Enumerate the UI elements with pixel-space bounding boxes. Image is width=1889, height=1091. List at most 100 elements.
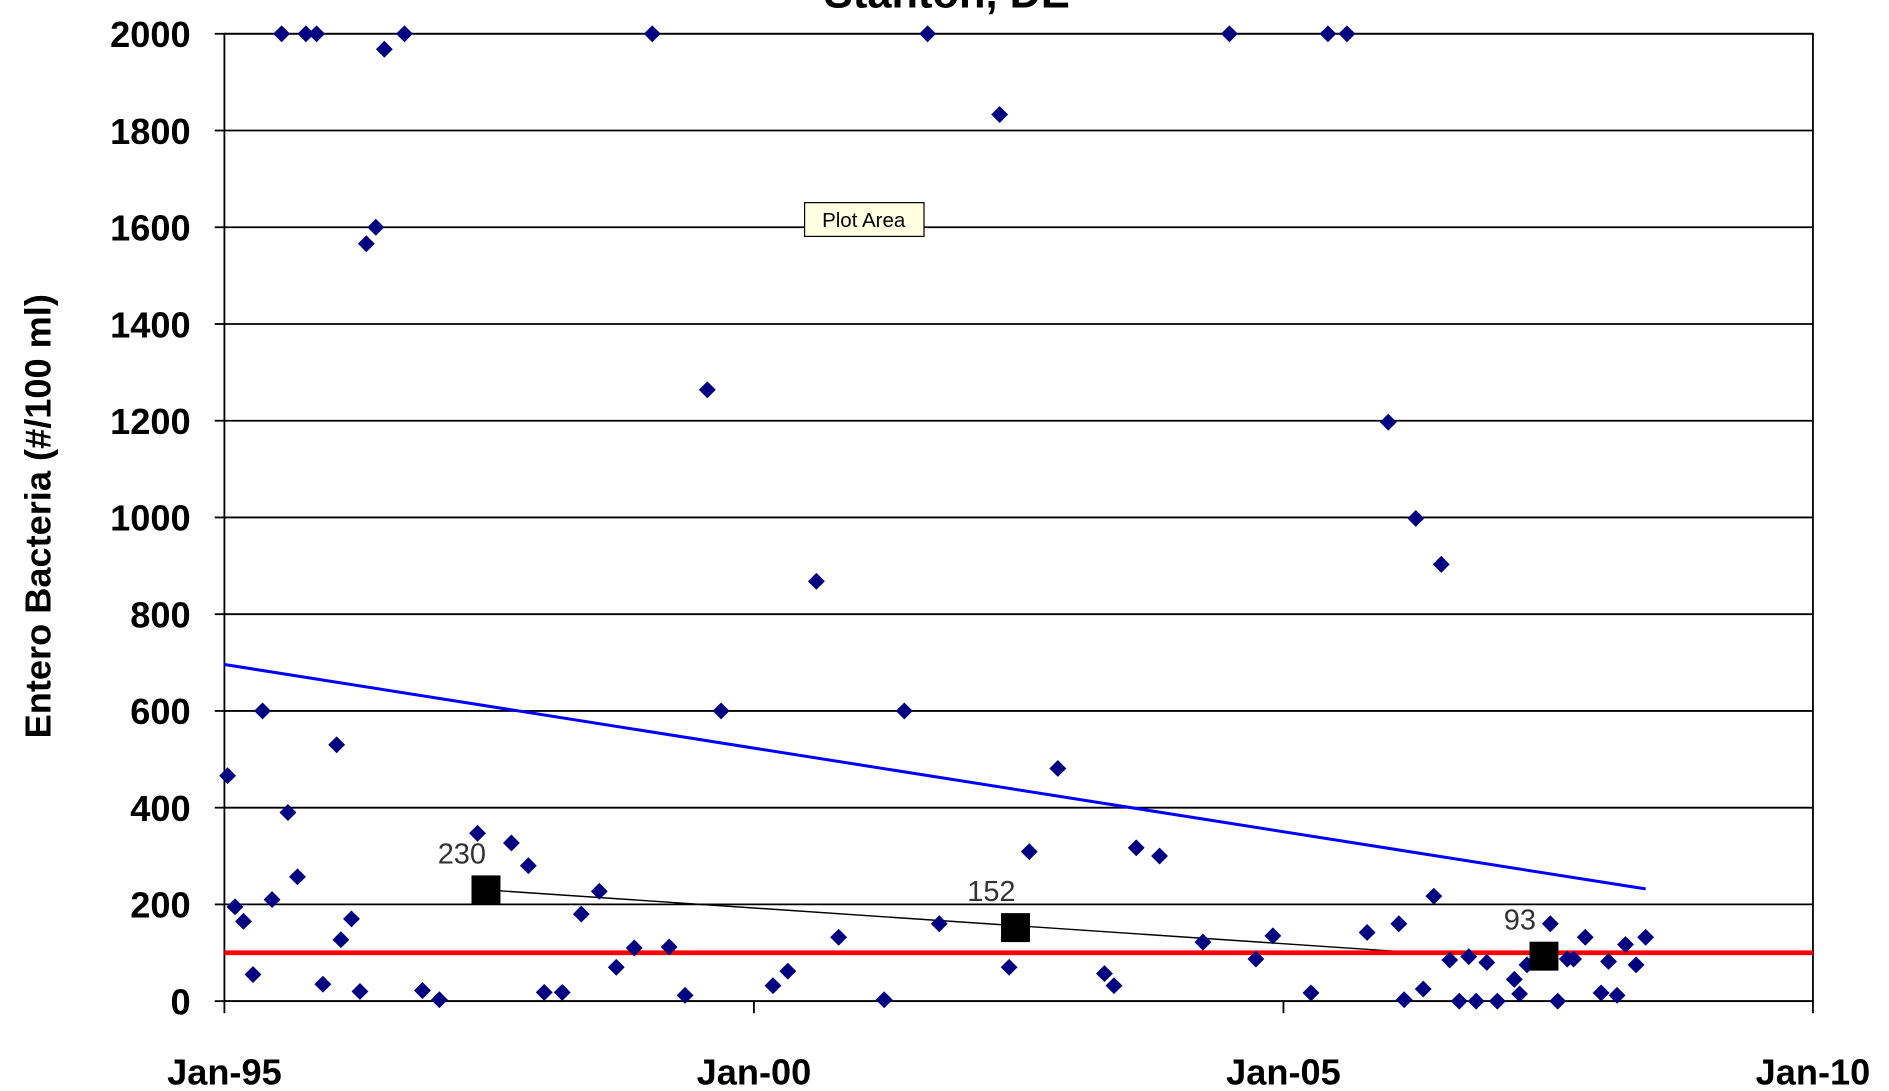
data-point — [1425, 887, 1443, 905]
data-point — [1105, 977, 1123, 995]
y-axis-label: Entero Bacteria (#/100 ml) — [18, 294, 59, 738]
data-point — [1549, 992, 1567, 1010]
data-point — [1637, 928, 1655, 946]
data-point — [289, 868, 306, 886]
data-point — [1264, 927, 1282, 945]
data-label: 93 — [1504, 905, 1536, 937]
data-point — [590, 882, 608, 900]
data-point — [219, 767, 237, 785]
data-point — [1627, 956, 1645, 974]
data-point — [1220, 25, 1238, 43]
plot: 0 200 400 600 800 1000 1200 1400 1600 1800 2000 Jan… — [110, 14, 1870, 1091]
data-point — [367, 218, 385, 236]
data-point — [625, 939, 643, 957]
data-point — [1617, 936, 1634, 953]
data-point — [343, 910, 360, 928]
data-point — [351, 983, 369, 1000]
y-tick-label: 800 — [130, 594, 190, 635]
x-tick-label: Jan-95 — [167, 1051, 282, 1091]
data-point — [1441, 951, 1459, 969]
y-tick-label: 2000 — [110, 14, 190, 55]
data-point — [1338, 25, 1356, 43]
data-point — [535, 983, 553, 1001]
data-point — [698, 381, 716, 399]
data-point — [226, 898, 244, 916]
data-point — [676, 986, 694, 1004]
data-point — [254, 702, 271, 720]
data-point — [1467, 992, 1485, 1010]
data-point — [1565, 950, 1583, 968]
data-point — [1505, 970, 1523, 988]
data-point — [1460, 948, 1478, 966]
data-point — [919, 25, 937, 43]
y-tick-label: 0 — [171, 981, 191, 1022]
trend-line — [224, 663, 1646, 891]
data-point — [328, 736, 346, 754]
data-point — [1592, 984, 1610, 1002]
data-point — [414, 982, 431, 999]
data-point — [1511, 985, 1529, 1003]
mean-point — [1529, 941, 1559, 971]
data-point — [357, 235, 375, 253]
data-point — [660, 938, 678, 956]
data-point — [1049, 760, 1067, 777]
data-point — [779, 962, 797, 980]
data-point — [875, 991, 893, 1009]
data-point — [553, 983, 571, 1001]
data-label: 152 — [967, 876, 1015, 908]
data-point — [1414, 980, 1432, 998]
data-point — [1608, 986, 1626, 1004]
tooltip-text: Plot Area — [822, 209, 906, 232]
data-point — [235, 912, 252, 930]
data-point — [764, 977, 782, 995]
data-point — [991, 106, 1009, 123]
x-tick-label: Jan-10 — [1756, 1051, 1871, 1091]
data-point — [895, 702, 913, 720]
data-label: 230 — [438, 838, 486, 870]
data-point — [332, 931, 350, 949]
x-tick-label: Jan-00 — [697, 1051, 812, 1091]
data-point — [1247, 950, 1265, 968]
data-point — [572, 905, 590, 923]
data-point — [1096, 965, 1113, 983]
mean-point — [471, 875, 501, 905]
data-point — [1000, 958, 1018, 976]
y-tick-label: 200 — [130, 885, 190, 926]
data-point — [1390, 915, 1408, 933]
data-point — [712, 702, 730, 720]
y-tick-label: 1600 — [110, 208, 190, 249]
data-point — [273, 25, 291, 43]
data-point — [1600, 953, 1618, 970]
y-tick-label: 1800 — [110, 111, 190, 152]
data-point — [1358, 924, 1376, 941]
data-point — [930, 915, 948, 933]
data-point — [263, 891, 281, 909]
data-point — [1407, 509, 1425, 527]
data-point — [1478, 954, 1496, 971]
data-point — [1127, 839, 1145, 857]
data-point — [1319, 25, 1337, 43]
chart-title: Stanton, DE — [824, 0, 1070, 17]
data-point — [244, 966, 262, 983]
data-point — [830, 928, 848, 946]
data-point — [395, 25, 413, 43]
tooltip-box — [803, 202, 925, 238]
y-tick-label: 600 — [130, 691, 190, 732]
y-tick-label: 400 — [130, 788, 190, 829]
data-point — [308, 25, 325, 43]
data-point — [1488, 992, 1506, 1010]
y-tick-label: 1400 — [110, 304, 190, 345]
data-point — [430, 991, 448, 1009]
mean-point — [1001, 913, 1030, 943]
data-point — [607, 958, 625, 976]
data-point — [502, 834, 520, 852]
data-point — [469, 824, 486, 842]
data-point — [1576, 928, 1594, 946]
data-point — [1395, 991, 1413, 1009]
data-point — [519, 857, 537, 875]
data-point — [1151, 847, 1168, 865]
data-point — [1541, 915, 1559, 933]
data-point — [1020, 843, 1038, 861]
data-point — [1379, 413, 1397, 431]
